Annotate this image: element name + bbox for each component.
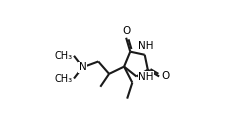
Text: NH: NH [137,41,153,51]
Text: O: O [121,26,130,36]
Text: O: O [160,71,169,81]
Text: NH: NH [138,72,153,82]
Text: N: N [79,62,86,72]
Text: CH₃: CH₃ [55,51,72,61]
Text: CH₃: CH₃ [55,74,72,83]
